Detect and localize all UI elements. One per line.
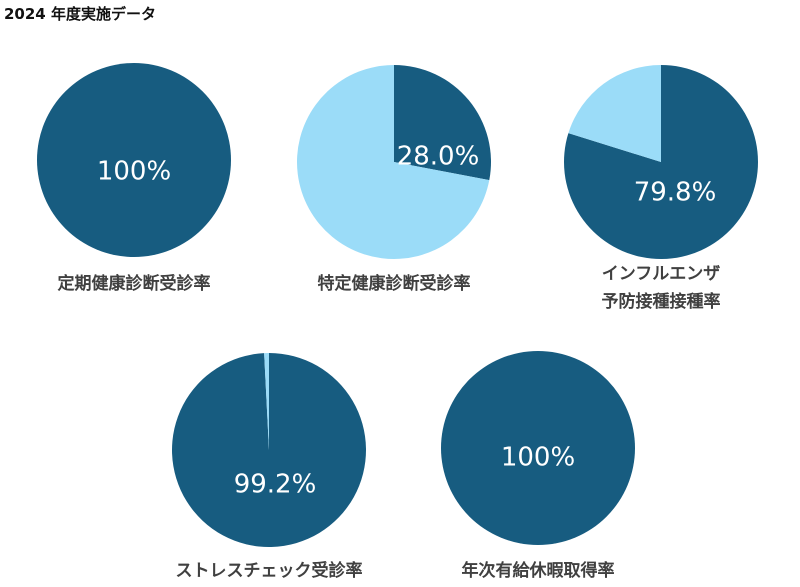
chart-title: ストレスチェック受診率 xyxy=(176,560,363,581)
data-label: 99.2% xyxy=(234,470,317,500)
achieved-slice xyxy=(172,352,367,547)
achieved-slice xyxy=(37,63,231,257)
pie-chart-1: 100% 定期健康診断受診率 xyxy=(37,63,231,294)
chart-title: 年次有給休暇取得率 xyxy=(462,560,615,581)
pie-chart-5: 100% 年次有給休暇取得率 xyxy=(441,351,635,581)
remaining-slice xyxy=(264,353,269,450)
chart-title: 特定健康診断受診率 xyxy=(318,273,471,294)
pie-chart-2: 28.0% 特定健康診断受診率 xyxy=(296,65,492,294)
data-label: 79.8% xyxy=(634,178,717,208)
remaining-slice xyxy=(568,65,661,162)
achieved-slice xyxy=(441,351,635,545)
data-label: 100% xyxy=(501,443,575,473)
achieved-slice xyxy=(563,65,758,259)
data-label: 100% xyxy=(97,157,171,187)
chart-title: 予防接種接種率 xyxy=(602,291,721,312)
chart-title: インフルエンザ xyxy=(602,264,721,284)
pie-chart-4: 99.2% ストレスチェック受診率 xyxy=(172,352,367,581)
achieved-slice xyxy=(394,65,492,181)
chart-title: 定期健康診断受診率 xyxy=(58,273,211,294)
data-label: 28.0% xyxy=(397,142,480,172)
remaining-slice xyxy=(296,65,490,259)
page-title: 2024 年度実施データ xyxy=(4,5,156,23)
